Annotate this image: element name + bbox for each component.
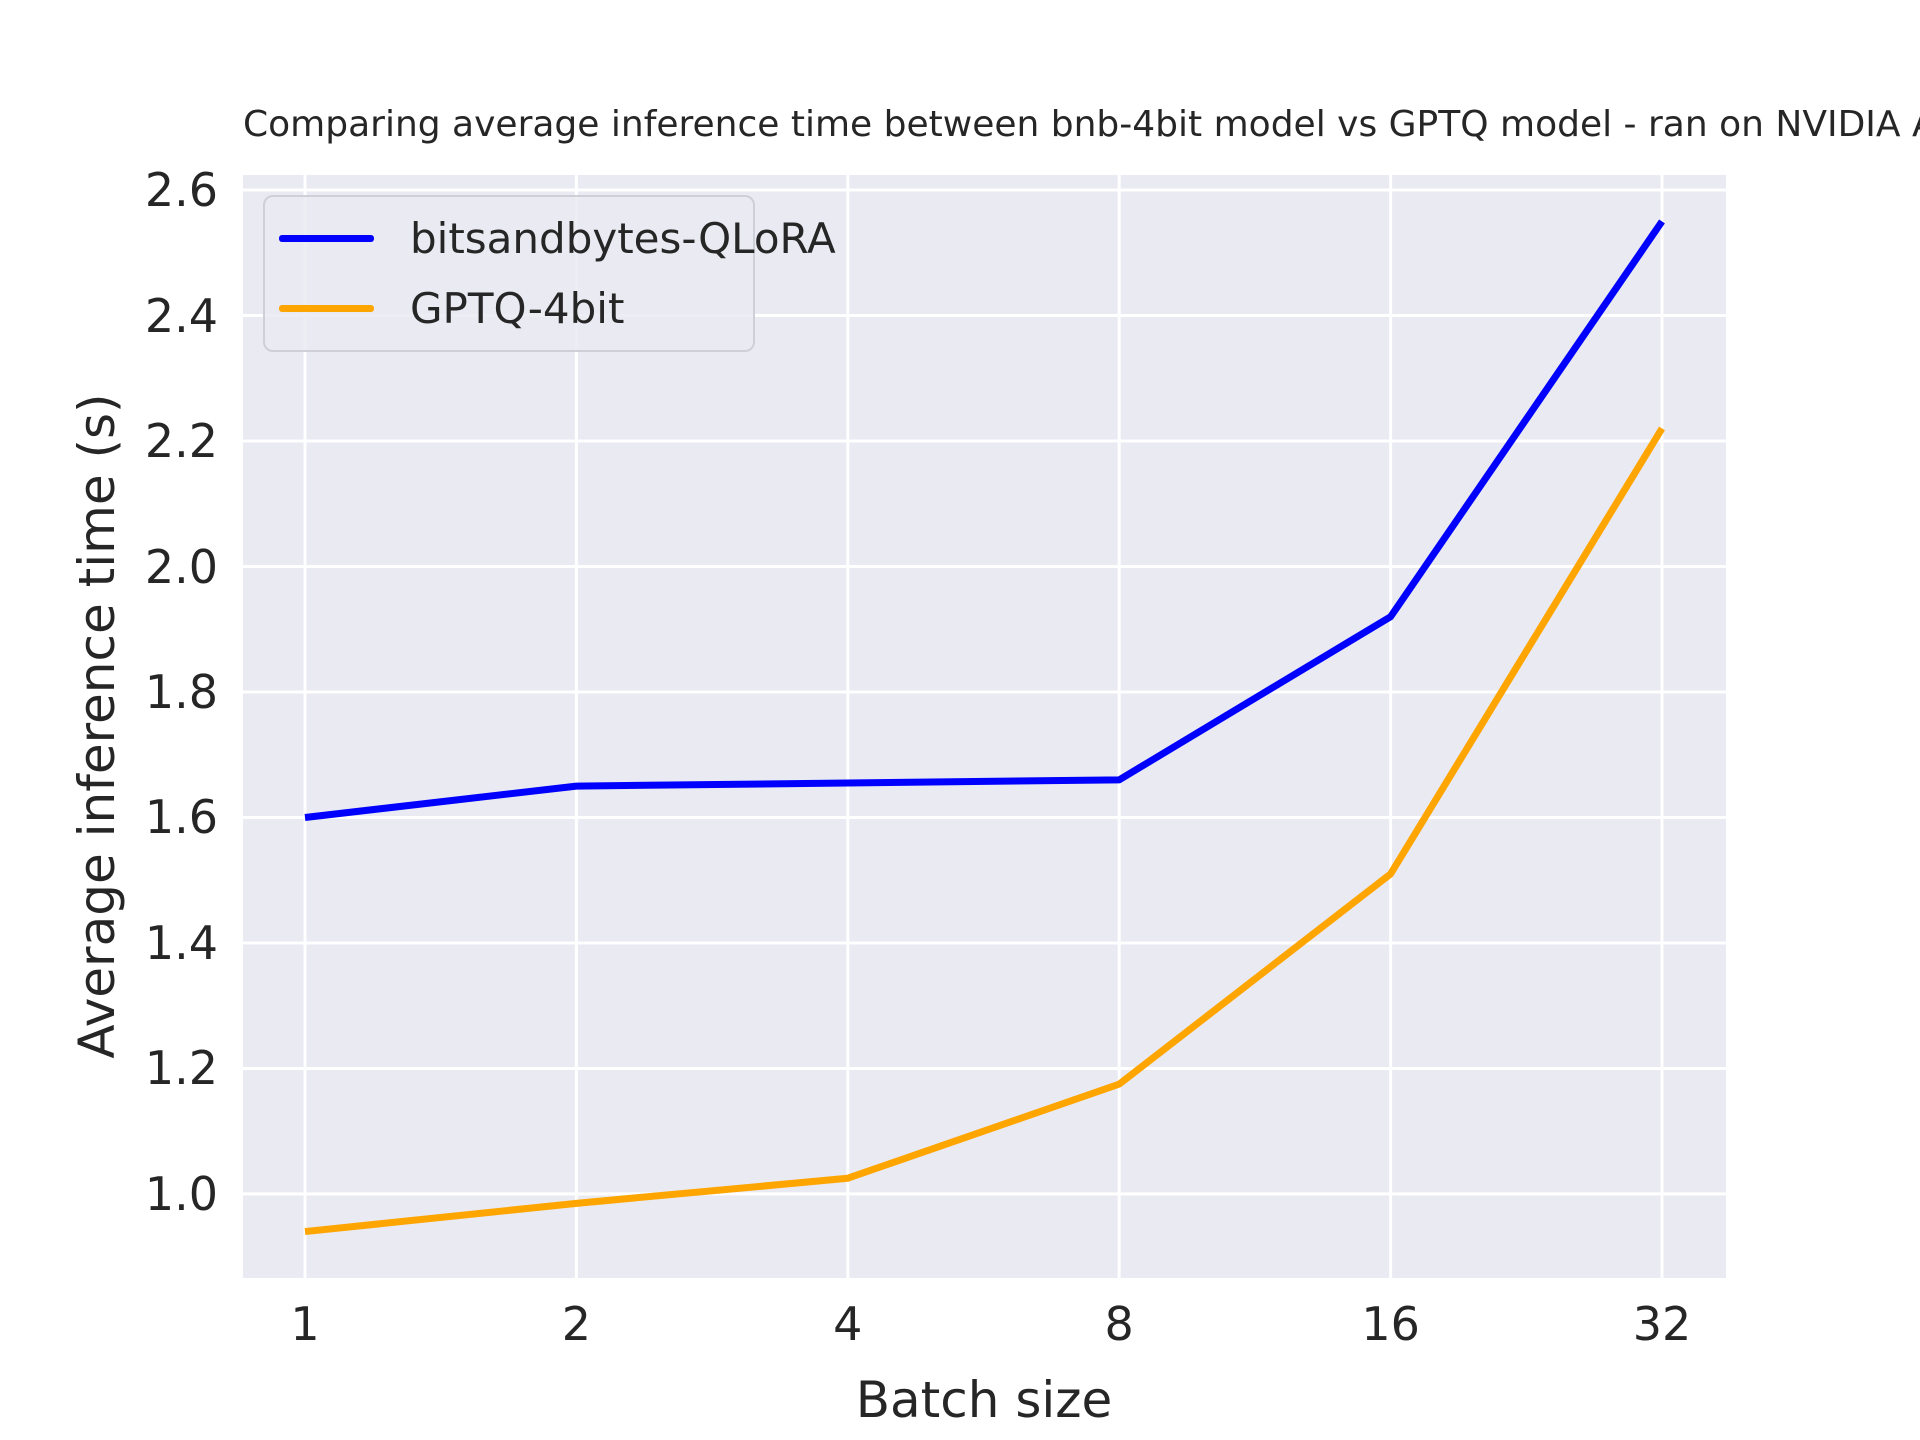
x-tick-label: 32 bbox=[1632, 1297, 1692, 1351]
series-line-gptq-4bit bbox=[304, 426, 1665, 1236]
plot-area bbox=[243, 175, 1726, 1278]
series-line-bitsandbytes-qlora bbox=[304, 219, 1665, 821]
x-tick-label: 16 bbox=[1361, 1297, 1420, 1351]
y-tick-label: 1.4 bbox=[144, 915, 218, 970]
legend-label-bitsandbytes-qlora: bitsandbytes-QLoRA bbox=[410, 213, 836, 263]
legend-line-swatch-orange bbox=[279, 304, 374, 312]
chart-title: Comparing average inference time between… bbox=[243, 104, 1920, 145]
legend-item-gptq-4bit: GPTQ-4bit bbox=[265, 273, 753, 343]
x-tick-label: 8 bbox=[1104, 1297, 1134, 1351]
x-tick-label: 4 bbox=[833, 1297, 863, 1351]
y-tick-label: 1.2 bbox=[144, 1041, 218, 1096]
x-tick-label: 1 bbox=[290, 1297, 320, 1351]
y-tick-label: 1.0 bbox=[144, 1166, 218, 1221]
y-tick-label: 2.4 bbox=[144, 288, 218, 343]
y-tick-label: 2.2 bbox=[144, 414, 218, 469]
y-tick-label: 2.6 bbox=[144, 163, 218, 218]
y-tick-label: 2.0 bbox=[144, 539, 218, 594]
x-tick-label: 2 bbox=[561, 1297, 592, 1351]
x-axis-label: Batch size bbox=[855, 1371, 1113, 1429]
legend: bitsandbytes-QLoRA GPTQ-4bit bbox=[263, 195, 836, 352]
legend-item-bitsandbytes-qlora: bitsandbytes-QLoRA bbox=[265, 203, 836, 273]
y-tick-label: 1.8 bbox=[144, 664, 218, 719]
y-tick-label: 1.6 bbox=[144, 790, 218, 845]
legend-label-gptq-4bit: GPTQ-4bit bbox=[410, 283, 625, 333]
legend-line-swatch-blue bbox=[279, 234, 374, 242]
